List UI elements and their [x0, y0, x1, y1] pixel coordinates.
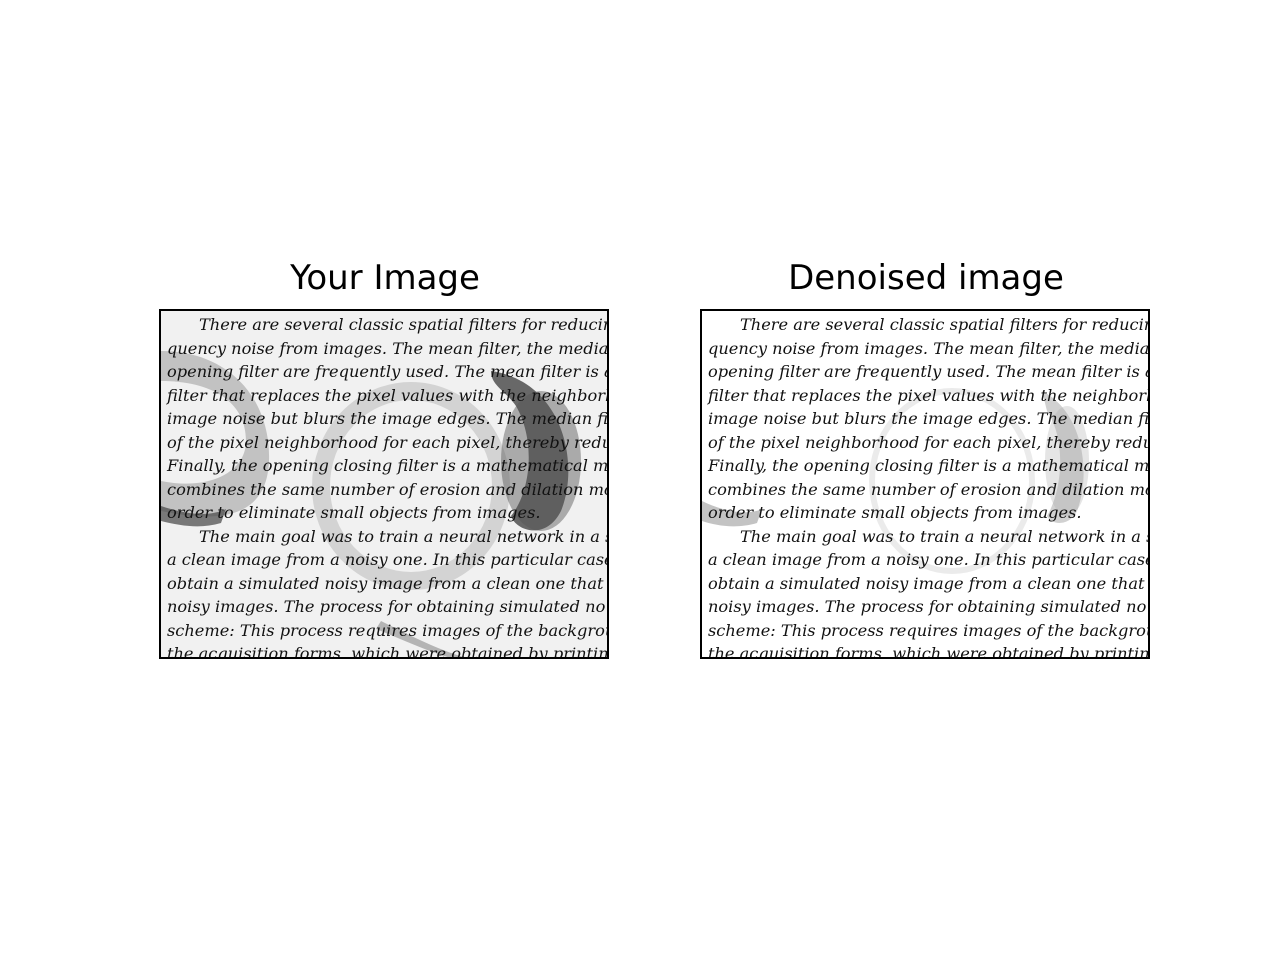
text-line: the acquisition forms, which were obtain…: [708, 644, 1150, 659]
text-line: Finally, the opening closing filter is a…: [708, 456, 1150, 475]
text-line: There are several classic spatial filter…: [199, 315, 609, 334]
text-line: combines the same number of erosion and …: [708, 479, 1150, 499]
residual-stain-overlay: [702, 388, 1089, 574]
text-line: filter that replaces the pixel values wi…: [708, 385, 1150, 405]
noisy-document-text: There are several classic spatial filter…: [161, 311, 607, 657]
text-line: order to eliminate small objects from im…: [708, 503, 1082, 522]
text-line: filter that replaces the pixel values wi…: [167, 385, 609, 405]
text-line: the acquisition forms, which were obtain…: [167, 644, 609, 659]
text-line: noisy images. The process for obtaining …: [708, 597, 1147, 616]
text-line: scheme: This process requires images of …: [167, 620, 609, 640]
text-line: noisy images. The process for obtaining …: [167, 597, 606, 616]
text-line: obtain a simulated noisy image from a cl…: [708, 573, 1145, 593]
text-line: The main goal was to train a neural netw…: [740, 526, 1150, 546]
noisy-image-panel: There are several classic spatial filter…: [159, 309, 609, 659]
text-line: The main goal was to train a neural netw…: [199, 526, 609, 546]
text-line: combines the same number of erosion and …: [167, 479, 609, 499]
text-line: scheme: This process requires images of …: [708, 620, 1150, 640]
text-line: There are several classic spatial filter…: [740, 315, 1150, 334]
text-line: opening filter are frequently used. The …: [167, 362, 609, 381]
text-line: quency noise from images. The mean filte…: [708, 338, 1150, 358]
text-line: of the pixel neighborhood for each pixel…: [167, 432, 609, 452]
text-line: opening filter are frequently used. The …: [708, 362, 1150, 381]
text-line: a clean image from a noisy one. In this …: [708, 550, 1150, 569]
text-line: obtain a simulated noisy image from a cl…: [167, 573, 604, 593]
text-line: quency noise from images. The mean filte…: [167, 338, 609, 358]
denoised-image-panel: There are several classic spatial filter…: [700, 309, 1150, 659]
denoised-document-text: There are several classic spatial filter…: [702, 311, 1148, 657]
text-line: Finally, the opening closing filter is a…: [167, 456, 609, 475]
text-line: image noise but blurs the image edges. T…: [167, 409, 609, 428]
text-line: a clean image from a noisy one. In this …: [167, 550, 609, 569]
text-line: order to eliminate small objects from im…: [167, 503, 541, 522]
left-panel-title: Your Image: [290, 258, 480, 298]
right-panel-title: Denoised image: [788, 258, 1064, 298]
text-line: image noise but blurs the image edges. T…: [708, 409, 1150, 428]
text-line: of the pixel neighborhood for each pixel…: [708, 432, 1150, 452]
coffee-stain-overlay: [161, 351, 581, 657]
